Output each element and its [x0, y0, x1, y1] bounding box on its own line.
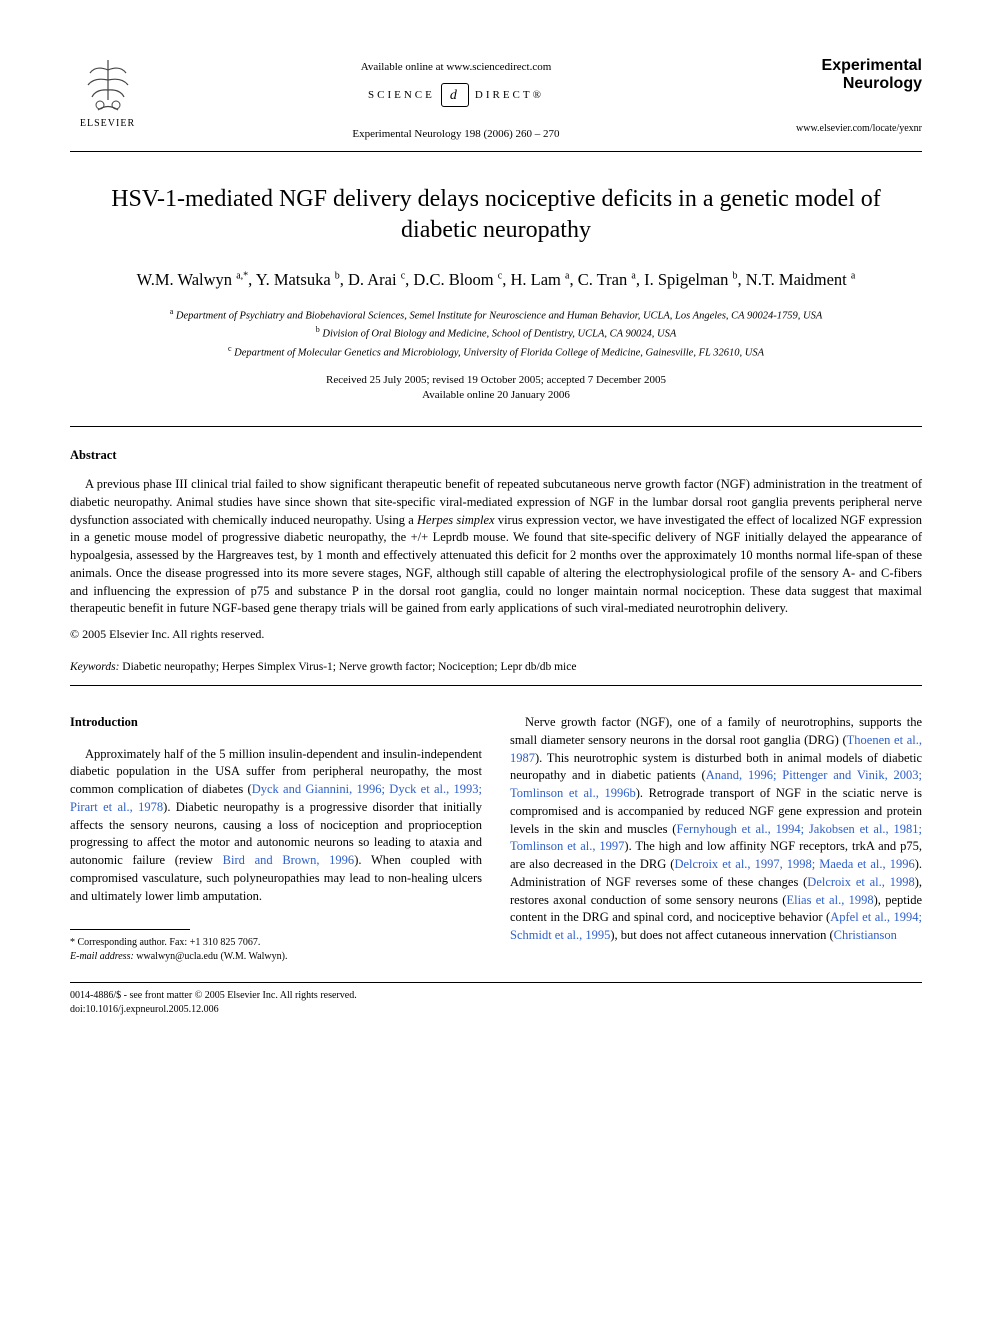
header-rule [70, 151, 922, 152]
affiliations: a Department of Psychiatry and Biobehavi… [70, 306, 922, 361]
keywords-label: Keywords: [70, 661, 119, 673]
article-citation: Experimental Neurology 198 (2006) 260 – … [145, 127, 767, 142]
email-address: wwalwyn@ucla.edu (W.M. Walwyn). [134, 951, 288, 962]
introduction-heading: Introduction [70, 714, 482, 732]
sd-right: DIRECT® [475, 88, 544, 103]
header-center: Available online at www.sciencedirect.co… [145, 55, 767, 143]
corresponding-text: * Corresponding author. Fax: +1 310 825 … [70, 936, 482, 950]
footnote-rule [70, 929, 190, 930]
abstract-copyright: © 2005 Elsevier Inc. All rights reserved… [70, 626, 922, 643]
keywords: Keywords: Diabetic neuropathy; Herpes Si… [70, 659, 922, 675]
page-header: ELSEVIER Available online at www.science… [70, 55, 922, 143]
column-right: Nerve growth factor (NGF), one of a fami… [510, 714, 922, 964]
body-columns: Introduction Approximately half of the 5… [70, 714, 922, 964]
footer-doi: doi:10.1016/j.expneurol.2005.12.006 [70, 1003, 922, 1017]
journal-url: www.elsevier.com/locate/yexnr [767, 122, 922, 136]
abstract-heading: Abstract [70, 447, 922, 465]
sd-left: SCIENCE [368, 88, 435, 103]
affiliation-c: c Department of Molecular Genetics and M… [70, 343, 922, 361]
article-dates: Received 25 July 2005; revised 19 Octobe… [70, 373, 922, 404]
footer-rule [70, 982, 922, 983]
affiliation-b: b Division of Oral Biology and Medicine,… [70, 324, 922, 342]
available-online-text: Available online at www.sciencedirect.co… [145, 60, 767, 75]
abstract-body: A previous phase III clinical trial fail… [70, 476, 922, 618]
science-direct-logo: SCIENCE d DIRECT® [368, 83, 544, 107]
intro-para-2: Nerve growth factor (NGF), one of a fami… [510, 714, 922, 945]
article-title: HSV-1-mediated NGF delivery delays nocic… [70, 184, 922, 246]
dates-online: Available online 20 January 2006 [70, 388, 922, 403]
corresponding-author-footnote: * Corresponding author. Fax: +1 310 825 … [70, 936, 482, 964]
intro-para-1: Approximately half of the 5 million insu… [70, 746, 482, 906]
elsevier-tree-icon [78, 55, 138, 115]
column-left: Introduction Approximately half of the 5… [70, 714, 482, 964]
abstract-top-rule [70, 426, 922, 427]
footer-text: 0014-4886/$ - see front matter © 2005 El… [70, 989, 922, 1017]
email-line: E-mail address: wwalwyn@ucla.edu (W.M. W… [70, 950, 482, 964]
email-label: E-mail address: [70, 951, 134, 962]
dates-received: Received 25 July 2005; revised 19 Octobe… [70, 373, 922, 388]
keywords-rule [70, 685, 922, 686]
publisher-name: ELSEVIER [80, 117, 135, 131]
author-list: W.M. Walwyn a,*, Y. Matsuka b, D. Arai c… [70, 268, 922, 292]
keywords-text: Diabetic neuropathy; Herpes Simplex Viru… [119, 661, 576, 673]
sd-d-icon: d [441, 83, 469, 107]
affiliation-a: a Department of Psychiatry and Biobehavi… [70, 306, 922, 324]
publisher-logo: ELSEVIER [70, 55, 145, 140]
footer-issn: 0014-4886/$ - see front matter © 2005 El… [70, 989, 922, 1003]
journal-box: Experimental Neurology www.elsevier.com/… [767, 55, 922, 136]
journal-title: Experimental Neurology [767, 57, 922, 94]
